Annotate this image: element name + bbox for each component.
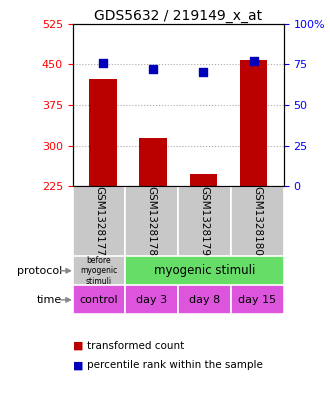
Bar <box>125 285 178 314</box>
Text: protocol: protocol <box>17 266 62 276</box>
Text: GSM1328179: GSM1328179 <box>200 186 210 256</box>
Text: percentile rank within the sample: percentile rank within the sample <box>87 360 263 371</box>
Point <box>100 59 105 66</box>
Bar <box>178 186 231 256</box>
Text: ■: ■ <box>73 341 83 351</box>
Text: day 3: day 3 <box>136 295 167 305</box>
Bar <box>73 285 125 314</box>
Bar <box>189 174 217 186</box>
Text: transformed count: transformed count <box>87 341 185 351</box>
Bar <box>125 186 178 256</box>
Text: ■: ■ <box>73 360 83 371</box>
Bar <box>125 256 284 285</box>
Text: control: control <box>80 295 118 305</box>
Bar <box>240 60 267 186</box>
Point <box>150 66 156 72</box>
Text: GSM1328177: GSM1328177 <box>94 186 104 256</box>
Text: time: time <box>37 295 62 305</box>
Text: before
myogenic
stimuli: before myogenic stimuli <box>81 256 117 286</box>
Bar <box>73 186 125 256</box>
Bar <box>231 186 284 256</box>
Point <box>201 69 206 75</box>
Point <box>251 58 256 64</box>
Bar <box>73 256 125 285</box>
Text: GSM1328180: GSM1328180 <box>252 186 262 256</box>
Text: day 8: day 8 <box>189 295 220 305</box>
Bar <box>178 285 231 314</box>
Title: GDS5632 / 219149_x_at: GDS5632 / 219149_x_at <box>94 9 262 22</box>
Text: GSM1328178: GSM1328178 <box>147 186 157 256</box>
Bar <box>231 285 284 314</box>
Text: day 15: day 15 <box>238 295 277 305</box>
Bar <box>89 79 116 186</box>
Bar <box>139 138 167 186</box>
Text: myogenic stimuli: myogenic stimuli <box>154 264 255 277</box>
